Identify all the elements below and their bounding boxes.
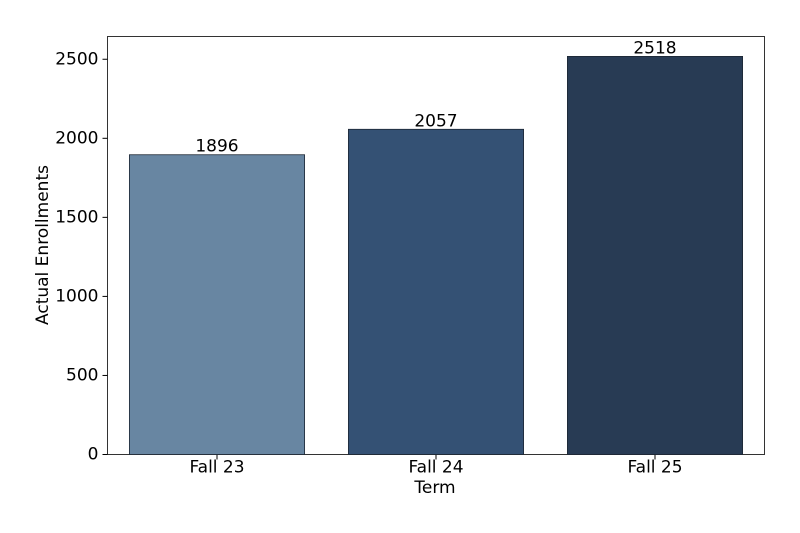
- y-tick-label: 1000: [55, 286, 98, 306]
- x-tick-label: Fall 23: [189, 458, 244, 478]
- bar: [347, 128, 524, 455]
- data-label: 2057: [414, 111, 457, 131]
- y-axis-label: Actual Enrollments: [33, 165, 53, 325]
- y-tick-label: 1500: [55, 207, 98, 227]
- y-tick-label: 2500: [55, 49, 98, 69]
- y-tick-label: 0: [88, 445, 99, 465]
- bar: [128, 154, 305, 455]
- x-axis-label: Term: [413, 478, 455, 498]
- x-tick-label: Fall 25: [627, 458, 682, 478]
- data-label: 2518: [633, 38, 676, 58]
- bar: [567, 56, 744, 455]
- y-tick-label: 500: [66, 365, 98, 385]
- data-label: 1896: [195, 137, 238, 157]
- x-tick-label: Fall 24: [408, 458, 463, 478]
- y-tick-label: 2000: [55, 128, 98, 148]
